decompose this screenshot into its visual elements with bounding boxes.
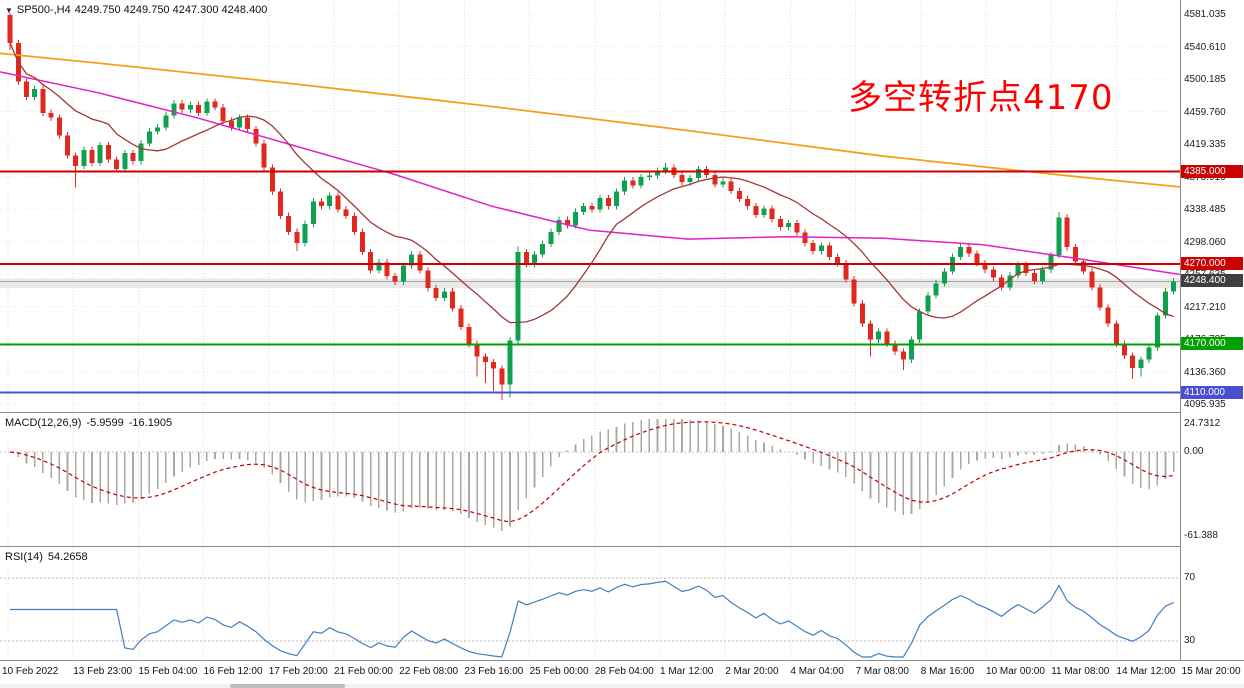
time-axis-label: 11 Mar 08:00 — [1051, 666, 1110, 677]
time-axis-label: 16 Feb 12:00 — [203, 666, 263, 677]
time-axis-label: 8 Mar 16:00 — [920, 666, 975, 677]
time-axis-label: 17 Feb 20:00 — [268, 666, 328, 677]
macd-indicator-label: MACD(12,26,9) -5.9599 -16.1905 — [5, 417, 177, 429]
time-axis-label: 23 Feb 16:00 — [464, 666, 524, 677]
ohlc-values: 4249.750 4249.750 4247.300 4248.400 — [74, 4, 268, 16]
rsi-indicator-label: RSI(14) 54.2658 — [5, 551, 93, 563]
time-axis-label: 7 Mar 08:00 — [855, 666, 909, 677]
time-axis-label: 10 Mar 00:00 — [986, 666, 1045, 677]
price-axis-label: 4419.335 — [1184, 139, 1226, 150]
time-axis-label: 13 Feb 23:00 — [73, 666, 133, 677]
time-axis-label: 22 Feb 08:00 — [399, 666, 459, 677]
time-axis-label: 10 Feb 2022 — [2, 666, 59, 677]
price-axis-label: 4338.485 — [1184, 204, 1226, 215]
macd-name: MACD(12,26,9) — [5, 417, 82, 429]
price-badge: 4248.400 — [1181, 274, 1243, 288]
macd-signal-value: -16.1905 — [128, 417, 173, 429]
time-axis-label: 1 Mar 12:00 — [660, 666, 714, 677]
time-axis[interactable]: 10 Feb 2022 13 Feb 23:00 15 Feb 04:00 16 Fe… — [0, 660, 1244, 684]
time-axis-label: 28 Feb 04:00 — [594, 666, 654, 677]
main-chart-canvas[interactable] — [0, 0, 1180, 412]
macd-axis-label: 0.00 — [1184, 446, 1204, 457]
rsi-value: 54.2658 — [47, 551, 88, 563]
rsi-canvas[interactable] — [0, 547, 1180, 660]
price-axis-label: 4540.610 — [1184, 41, 1226, 53]
rsi-axis-label: 30 — [1184, 635, 1196, 646]
time-axis-label: 25 Feb 00:00 — [529, 666, 589, 677]
price-badge: 4110.000 — [1181, 385, 1243, 399]
price-axis-label: 4217.210 — [1184, 301, 1226, 313]
price-axis[interactable]: 4581.035 4540.610 4500.185 4459.760 4419.335… — [1181, 0, 1244, 660]
time-axis-label: 15 Mar 20:00 — [1181, 666, 1241, 677]
price-axis-border — [1180, 0, 1181, 660]
rsi-axis-label: 70 — [1184, 572, 1196, 583]
macd-axis-label: 24.7312 — [1184, 418, 1221, 429]
annotation-text[interactable]: 多空转折点4170 — [848, 78, 1114, 118]
rsi-name: RSI(14) — [5, 551, 43, 563]
price-badge: 4385.000 — [1181, 164, 1243, 178]
horizontal-scrollbar — [0, 684, 1244, 688]
price-axis-label: 4136.360 — [1184, 366, 1226, 378]
time-axis-label: 4 Mar 04:00 — [790, 666, 844, 677]
price-axis-label: 4459.760 — [1184, 106, 1226, 118]
time-axis-label: 15 Feb 04:00 — [138, 666, 198, 677]
price-axis-label: 4581.035 — [1184, 9, 1226, 20]
price-axis-label: 4500.185 — [1184, 74, 1226, 85]
time-axis-label: 21 Feb 00:00 — [334, 666, 393, 677]
scrollbar-thumb[interactable] — [230, 684, 345, 688]
price-badge: 4170.000 — [1181, 337, 1243, 351]
time-axis-label: 14 Mar 12:00 — [1116, 666, 1176, 677]
price-badge: 4270.000 — [1181, 257, 1243, 271]
time-axis-label: 2 Mar 20:00 — [725, 666, 779, 677]
oneclick-arrow-icon[interactable]: ▼ — [5, 6, 13, 15]
chart-title: ▼ SP500-,H4 4249.750 4249.750 4247.300 424… — [5, 4, 271, 16]
macd-canvas[interactable] — [0, 413, 1180, 546]
macd-axis-label: -61.388 — [1184, 530, 1218, 541]
panel-separator[interactable] — [0, 412, 1244, 413]
price-axis-label: 4095.935 — [1184, 399, 1226, 410]
panel-separator[interactable] — [0, 546, 1244, 547]
price-axis-label: 4298.060 — [1184, 236, 1226, 248]
symbol-label: SP500-,H4 — [16, 4, 71, 16]
macd-main-value: -5.9599 — [86, 417, 124, 429]
